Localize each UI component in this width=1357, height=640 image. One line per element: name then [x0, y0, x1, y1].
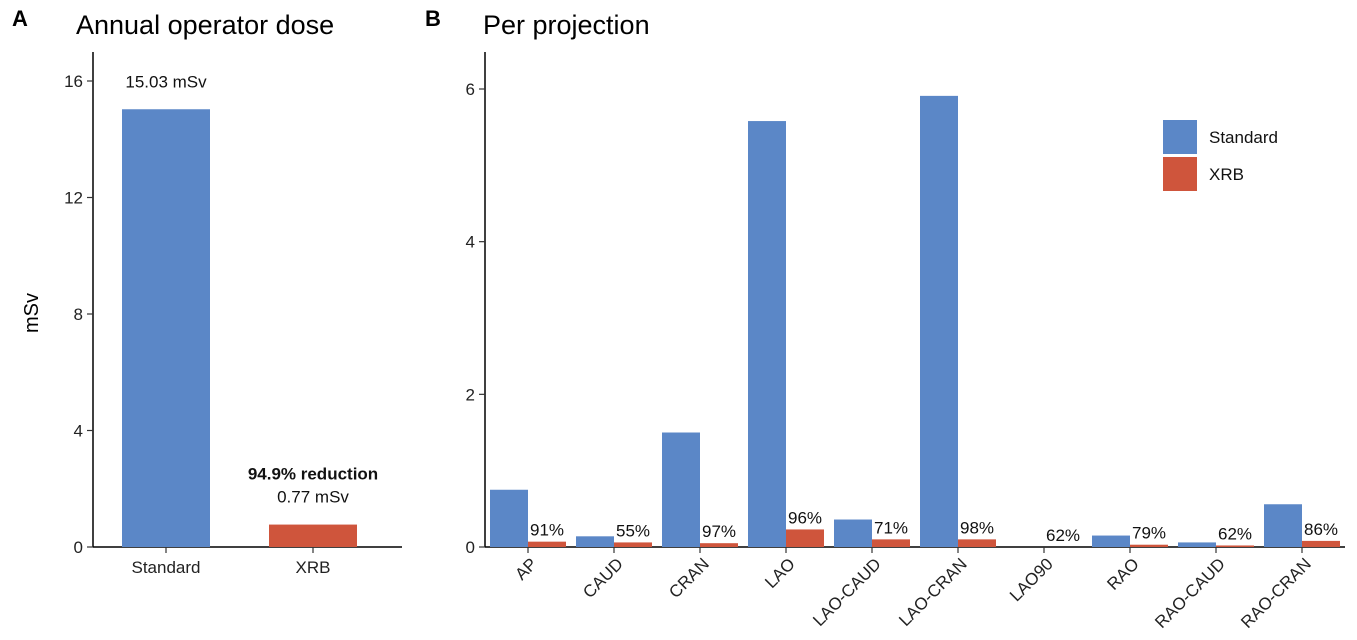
panel-b-bar-standard: [576, 536, 614, 547]
panel-b-bar-xrb: [700, 543, 738, 547]
panel-a-bar-standard: [122, 109, 210, 547]
panel-b-reduction-label: 62%: [1218, 524, 1252, 543]
panel-b-x-tick-label: AP: [511, 554, 540, 583]
panel-b-bar-xrb: [1216, 545, 1254, 547]
panel-b-bar-xrb: [786, 529, 824, 547]
panel-a-y-axis-title: mSv: [21, 293, 43, 333]
legend-label-xrb: XRB: [1209, 165, 1244, 184]
panel-b-x-tick-label: RAO-CAUD: [1151, 554, 1229, 632]
panel-b-x-tick-label: LAO90: [1006, 554, 1057, 605]
panel-a-y-tick-label: 12: [64, 189, 83, 208]
panel-b-bar-xrb: [614, 542, 652, 547]
panel-b-bar-standard: [748, 121, 786, 547]
panel-a-value-label-xrb: 0.77 mSv: [277, 488, 349, 507]
panel-a-bar-xrb: [269, 524, 357, 547]
panel-b-bar-standard: [490, 489, 528, 547]
panel-b-bar-standard: [834, 519, 872, 547]
panel-b-y-tick-label: 6: [466, 80, 475, 99]
panel-b-reduction-label: 86%: [1304, 520, 1338, 539]
panel-b-bar-xrb: [1130, 544, 1168, 547]
panel-b-bars: [490, 95, 1340, 548]
panel-a-title: Annual operator dose: [76, 10, 334, 40]
panel-b-x-tick-label: RAO: [1103, 554, 1142, 593]
panel-a-axes: 0 4 8 12 16 Standard XRB: [64, 52, 402, 577]
panel-a-y-tick-label: 8: [74, 305, 83, 324]
panel-a-value-label-standard: 15.03 mSv: [125, 72, 207, 91]
legend-label-standard: Standard: [1209, 128, 1278, 147]
panel-b-bar-xrb: [872, 539, 910, 547]
panel-b-reduction-label: 96%: [788, 508, 822, 527]
panel-b-bar-xrb: [958, 539, 996, 547]
panel-b-bar-standard: [662, 432, 700, 547]
panel-a: A Annual operator dose mSv 0 4 8 12 16 Standa…: [12, 6, 402, 577]
legend: Standard XRB: [1163, 120, 1278, 191]
panel-b-x-tick-label: LAO-CRAN: [895, 554, 971, 630]
panel-b-y-tick-label: 0: [466, 538, 475, 557]
panel-b-bar-standard: [1264, 504, 1302, 547]
panel-b-x-tick-label: CRAN: [665, 554, 712, 601]
panel-b-y-tick-label: 4: [466, 233, 475, 252]
panel-b-x-tick-label: LAO: [761, 554, 798, 591]
legend-swatch-standard: [1163, 120, 1197, 154]
panel-b-reduction-label: 79%: [1132, 524, 1166, 543]
panel-b-x-tick-label: RAO-CRAN: [1237, 554, 1315, 632]
panel-b: B Per projection 0 2 4 6 AP CAUD CRAN LAO LAO-CA…: [425, 6, 1345, 632]
panel-b-bar-xrb: [1302, 540, 1340, 547]
panel-b-reduction-label: 62%: [1046, 526, 1080, 545]
panel-b-bar-xrb: [528, 541, 566, 547]
legend-swatch-xrb: [1163, 157, 1197, 191]
panel-a-y-tick-label: 16: [64, 72, 83, 91]
panel-b-reduction-label: 91%: [530, 521, 564, 540]
panel-b-reduction-label: 71%: [874, 518, 908, 537]
panel-b-reduction-label: 55%: [616, 521, 650, 540]
panel-a-y-tick-label: 0: [74, 538, 83, 557]
panel-b-x-tick-label: CAUD: [579, 554, 626, 601]
panel-a-letter: A: [12, 6, 28, 31]
panel-a-x-tick-label: XRB: [296, 558, 331, 577]
panel-a-bars: [122, 109, 357, 547]
panel-b-bar-standard: [920, 95, 958, 548]
panel-b-letter: B: [425, 6, 441, 31]
panel-b-reduction-label: 98%: [960, 518, 994, 537]
panel-a-y-tick-label: 4: [74, 422, 83, 441]
panel-b-bar-standard: [1092, 535, 1130, 547]
panel-b-reduction-label: 97%: [702, 522, 736, 541]
panel-b-y-tick-label: 2: [466, 385, 475, 404]
panel-b-title: Per projection: [483, 10, 650, 40]
panel-a-labels: 15.03 mSv 0.77 mSv 94.9% reduction: [125, 72, 378, 506]
panel-a-x-tick-label: Standard: [132, 558, 201, 577]
panel-b-x-tick-label: LAO-CAUD: [809, 554, 885, 630]
panel-b-bar-standard: [1178, 542, 1216, 547]
panel-b-labels: 91% 55% 97% 96% 71% 98% 62% 79% 62% 86%: [530, 508, 1338, 545]
panel-a-reduction-annotation: 94.9% reduction: [248, 465, 378, 484]
